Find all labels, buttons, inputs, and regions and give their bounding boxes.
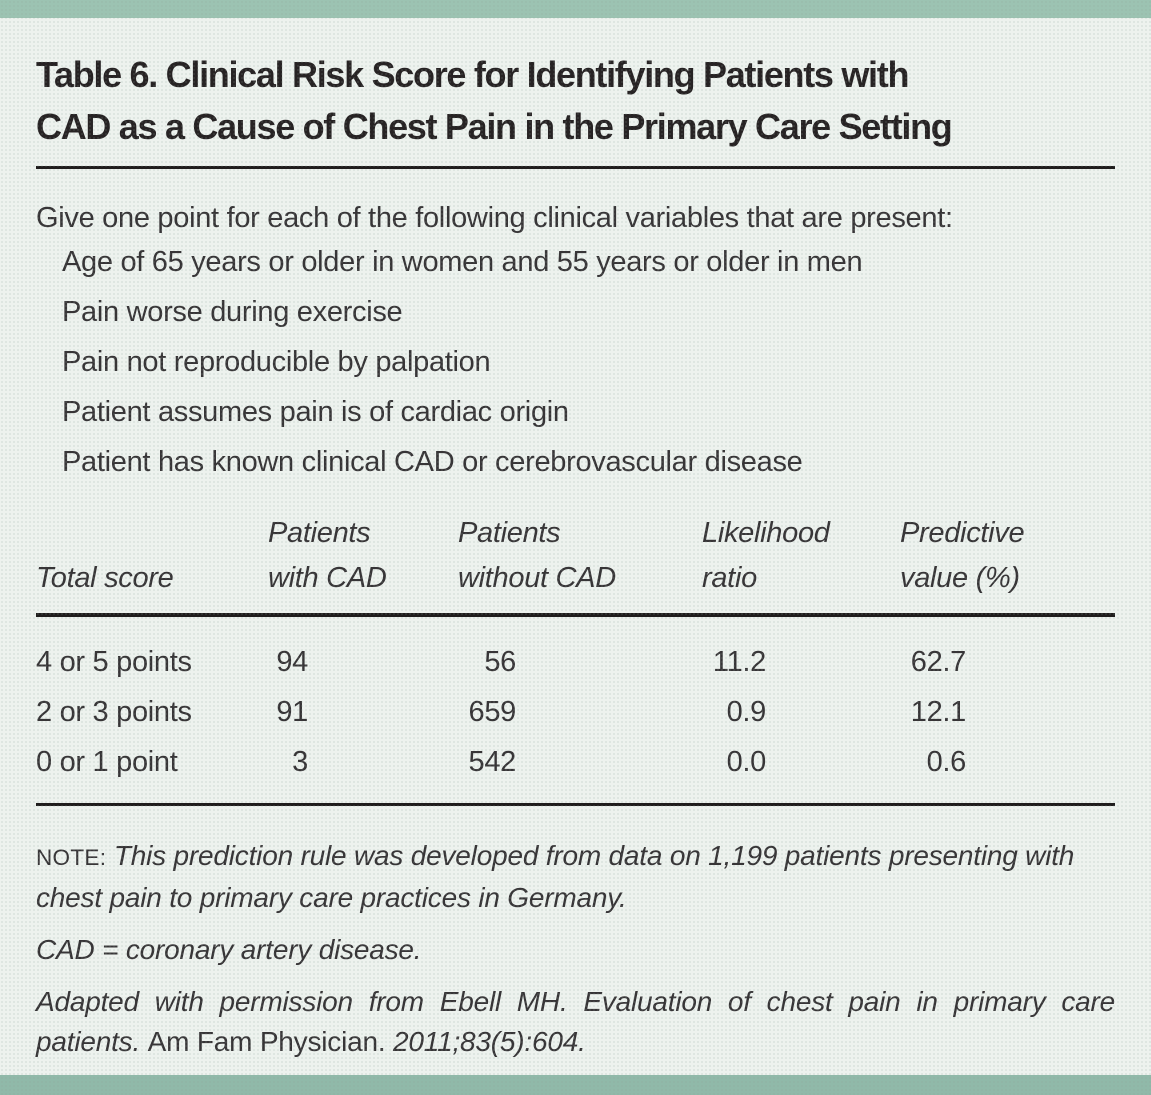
top-accent-bar xyxy=(0,0,1151,18)
table-row: 2 or 3 points 91 659 0.9 12.1 xyxy=(36,687,1115,737)
credit-citation: 2011;83(5):604. xyxy=(393,1026,586,1057)
cell-patients-with-cad: 3 xyxy=(292,745,308,778)
cell-total-score: 0 or 1 point xyxy=(36,745,178,778)
cell-predictive-value: 62.7 xyxy=(910,645,967,678)
table-row: 0 or 1 point 3 542 0.0 0.6 xyxy=(36,737,1115,803)
criteria-list: Age of 65 years or older in women and 55… xyxy=(36,237,1115,487)
table-title-line1: Table 6. Clinical Risk Score for Identif… xyxy=(36,54,909,95)
cell-patients-without-cad: 542 xyxy=(468,745,517,778)
cell-predictive-value: 12.1 xyxy=(910,695,967,728)
cell-predictive-value: 0.6 xyxy=(926,745,967,778)
column-header-predictive-value: Predictive value (%) xyxy=(900,499,1115,617)
table-row: 4 or 5 points 94 56 11.2 62.7 xyxy=(36,615,1115,687)
note-text: This prediction rule was developed from … xyxy=(36,840,1075,913)
credit-journal-name: Am Fam Physician. xyxy=(147,1026,386,1057)
criterion-palpation: Pain not reproducible by palpation xyxy=(62,346,491,378)
note-label: NOTE: xyxy=(36,845,107,870)
source-credit: Adapted with permission from Ebell MH. E… xyxy=(36,982,1115,1062)
criterion-exercise-pain: Pain worse during exercise xyxy=(62,296,403,328)
table-bottom-rule xyxy=(36,803,1115,806)
table-title: Table 6. Clinical Risk Score for Identif… xyxy=(36,49,1115,153)
bottom-accent-bar xyxy=(0,1075,1151,1095)
cell-patients-without-cad: 659 xyxy=(468,695,517,728)
table-panel: Table 6. Clinical Risk Score for Identif… xyxy=(0,49,1151,1062)
cell-patients-with-cad: 94 xyxy=(276,645,308,678)
cell-patients-without-cad: 56 xyxy=(484,645,516,678)
cell-total-score: 4 or 5 points xyxy=(36,645,192,678)
table-title-line2: CAD as a Cause of Chest Pain in the Prim… xyxy=(36,106,953,147)
column-header-likelihood-ratio: Likelihood ratio xyxy=(702,499,900,617)
title-divider-rule xyxy=(36,166,1115,169)
cell-patients-with-cad: 91 xyxy=(276,695,308,728)
risk-score-table: Total score Patients with CAD Patients w… xyxy=(36,499,1115,803)
criterion-cardiac-assumption: Patient assumes pain is of cardiac origi… xyxy=(62,396,569,428)
column-header-total-score: Total score xyxy=(36,499,268,617)
column-header-patients-with-cad: Patients with CAD xyxy=(268,499,458,617)
table-header-row: Total score Patients with CAD Patients w… xyxy=(36,499,1115,617)
note-paragraph: NOTE: This prediction rule was developed… xyxy=(36,836,1115,918)
scoring-instruction: Give one point for each of the following… xyxy=(36,202,953,234)
column-header-patients-without-cad: Patients without CAD xyxy=(458,499,702,617)
cell-total-score: 2 or 3 points xyxy=(36,695,192,728)
criterion-age: Age of 65 years or older in women and 55… xyxy=(62,246,863,278)
criterion-known-cad: Patient has known clinical CAD or cerebr… xyxy=(62,446,803,478)
cell-likelihood-ratio: 11.2 xyxy=(712,645,766,678)
credit-adapted-text: Adapted with permission from Ebell MH. E… xyxy=(36,986,1115,1057)
abbreviation-definition: CAD = coronary artery disease. xyxy=(36,934,422,965)
cell-likelihood-ratio: 0.9 xyxy=(726,695,767,728)
cell-likelihood-ratio: 0.0 xyxy=(726,745,767,778)
